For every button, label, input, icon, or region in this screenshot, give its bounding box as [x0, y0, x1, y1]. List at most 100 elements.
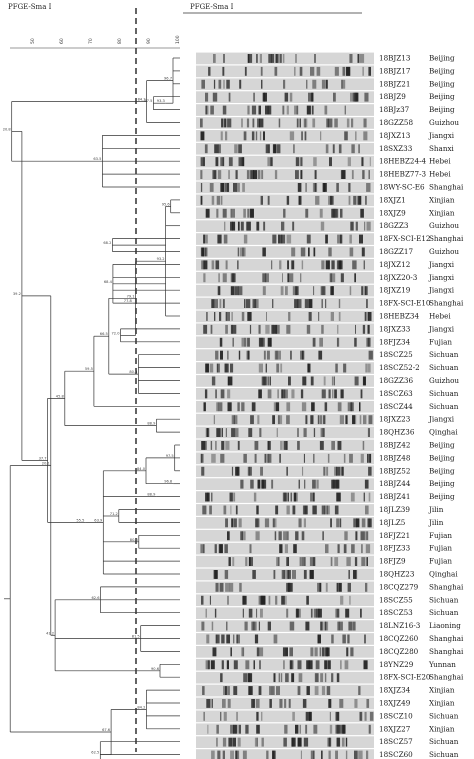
gel-band	[310, 376, 314, 386]
gel-band	[303, 518, 306, 528]
gel-band	[368, 415, 373, 425]
gel-band	[242, 647, 245, 657]
gel-band	[339, 415, 344, 425]
gel-band	[279, 453, 281, 463]
gel-band	[238, 724, 241, 734]
gel-band	[306, 79, 308, 89]
gel-band	[241, 118, 243, 128]
gel-band	[288, 376, 291, 386]
gel-band	[213, 570, 217, 579]
gel-band	[312, 337, 316, 347]
strain-id-label: 18BJZ9	[379, 92, 406, 101]
gel-band	[310, 570, 312, 579]
strain-location-label: Xinjian	[429, 724, 455, 733]
gel-band	[284, 389, 288, 399]
gel-band	[354, 699, 358, 708]
tree-node-similarity-label: 41.2	[46, 631, 54, 635]
gel-band	[216, 402, 219, 412]
tree-node-similarity-label: 66.5	[100, 332, 108, 336]
gel-band	[367, 428, 370, 437]
gel-band	[281, 595, 285, 605]
gel-band	[336, 479, 340, 489]
gel-band	[261, 79, 263, 89]
gel-band	[340, 208, 343, 218]
gel-band	[200, 157, 205, 167]
gel-band	[230, 647, 232, 657]
tree-node-similarity-label: 93.3	[157, 99, 165, 103]
gel-band	[291, 260, 295, 270]
gel-band	[325, 79, 328, 89]
gel-band	[205, 389, 208, 399]
gel-band	[264, 518, 270, 528]
gel-band	[246, 221, 251, 231]
gel-lane	[196, 336, 374, 349]
gel-band	[206, 699, 211, 708]
gel-band	[302, 699, 307, 708]
tree-node-similarity-label: 63.9	[94, 518, 103, 522]
gel-band	[244, 621, 248, 631]
gel-band	[258, 595, 262, 605]
gel-band	[294, 299, 299, 308]
gel-band	[268, 54, 272, 63]
gel-band	[237, 247, 240, 257]
gel-band	[237, 260, 239, 270]
gel-band	[313, 247, 316, 257]
gel-band	[256, 221, 260, 231]
gel-band	[237, 402, 240, 412]
gel-band	[322, 286, 326, 296]
gel-band	[222, 157, 225, 167]
strain-id-label: 18BJZ42	[379, 441, 410, 450]
gel-band	[367, 699, 369, 708]
gel-band	[297, 428, 299, 437]
gel-band	[359, 54, 365, 63]
gel-band	[243, 131, 247, 141]
gel-band	[259, 54, 262, 63]
gel-band	[295, 531, 299, 541]
gel-band	[238, 286, 243, 296]
gel-band	[306, 595, 309, 605]
gel-band	[295, 157, 300, 167]
gel-band	[327, 505, 330, 515]
gel-band	[279, 544, 283, 554]
gel-band	[354, 376, 359, 386]
gel-band	[298, 518, 302, 528]
gel-band	[348, 183, 351, 192]
gel-band	[285, 647, 288, 657]
gel-band	[352, 621, 356, 631]
gel-band	[205, 247, 207, 257]
similarity-scale: 50 60 70 80 90 100	[10, 35, 181, 49]
gel-band	[302, 376, 307, 386]
gel-band	[294, 66, 296, 76]
gel-band	[350, 402, 354, 412]
gel-band	[296, 105, 298, 115]
gel-band	[251, 699, 255, 708]
gel-band	[331, 479, 334, 489]
gel-band	[355, 92, 359, 102]
gel-band	[230, 208, 232, 218]
gel-band	[305, 621, 310, 631]
gel-band	[368, 492, 371, 502]
gel-band	[313, 428, 316, 437]
gel-band	[242, 750, 247, 759]
gel-band	[310, 492, 315, 502]
gel-band	[230, 324, 233, 334]
gel-band	[315, 660, 320, 670]
tree-node-similarity-label: 80.4	[129, 370, 138, 374]
gel-band	[222, 105, 227, 115]
gel-band	[292, 737, 296, 747]
gel-band	[362, 441, 365, 450]
gel-band	[228, 157, 233, 167]
gel-band	[336, 608, 340, 618]
gel-lane	[196, 52, 374, 65]
gel-band	[346, 66, 350, 76]
gel-band	[214, 79, 216, 89]
gel-band	[230, 724, 234, 734]
tree-node-similarity-label: 72.0	[112, 331, 121, 335]
gel-band	[273, 673, 276, 683]
gel-band	[221, 634, 225, 644]
gel-band	[299, 118, 301, 128]
gel-band	[365, 195, 367, 205]
gel-band	[289, 621, 295, 631]
gel-band	[223, 711, 227, 721]
gel-band	[284, 724, 288, 734]
